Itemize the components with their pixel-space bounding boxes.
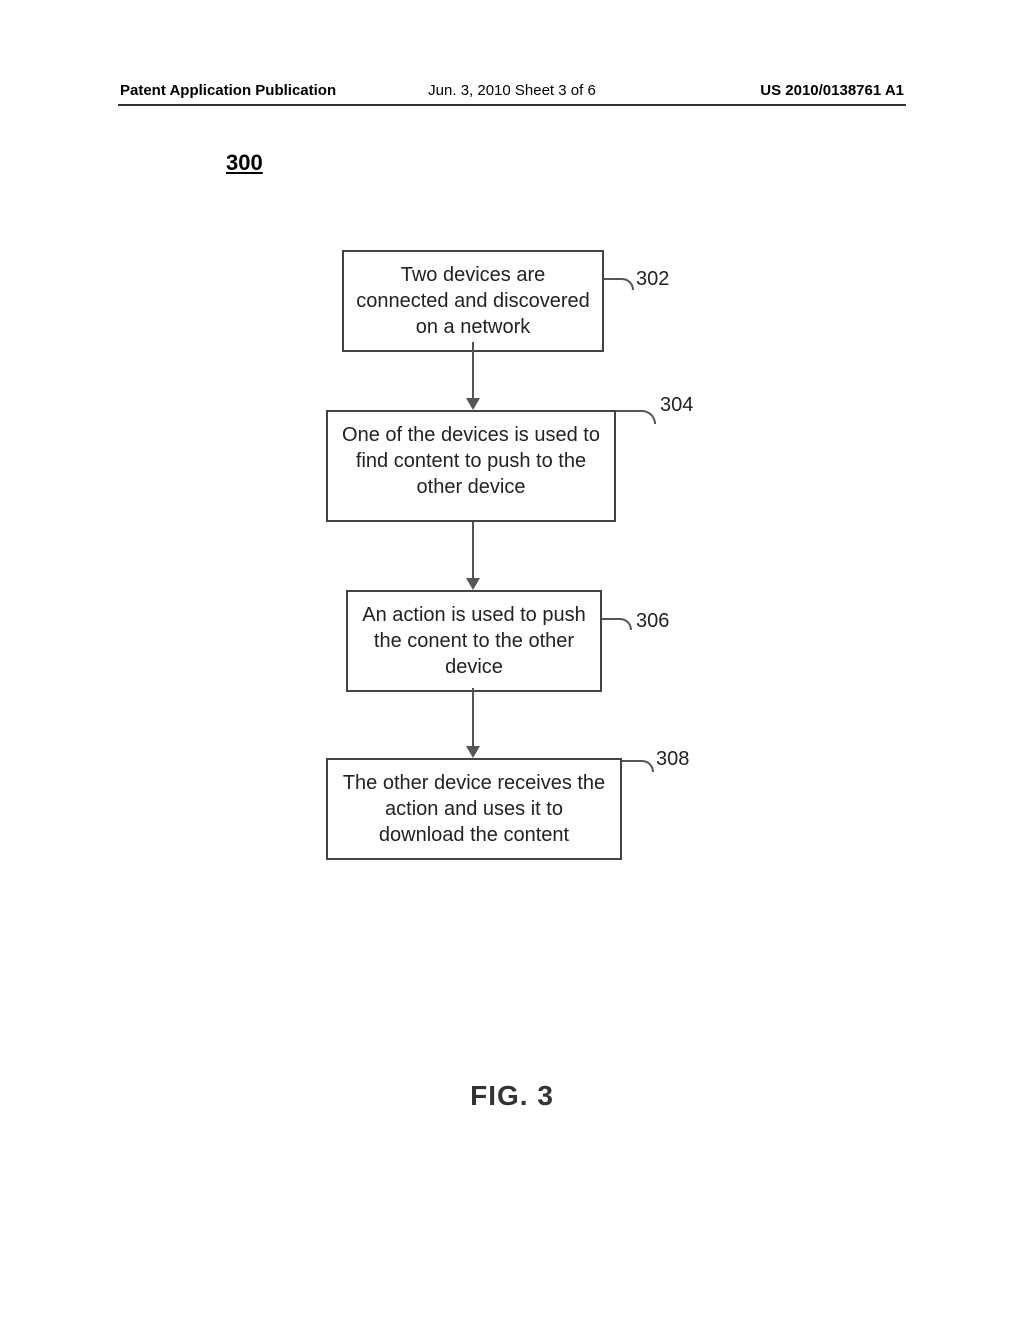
flow-node: The other device receives the action and… bbox=[326, 758, 622, 860]
arrowhead-icon bbox=[466, 398, 480, 410]
leader-line bbox=[616, 410, 656, 424]
flow-node: Two devices are connected and discovered… bbox=[342, 250, 604, 352]
flow-edge bbox=[472, 342, 474, 400]
flow-node-label: 304 bbox=[660, 394, 693, 417]
arrowhead-icon bbox=[466, 746, 480, 758]
header-right: US 2010/0138761 A1 bbox=[760, 82, 904, 99]
figure-caption: FIG. 3 bbox=[0, 1080, 1024, 1112]
leader-line bbox=[602, 618, 632, 630]
flow-node: An action is used to push the conent to … bbox=[346, 590, 602, 692]
header-rule bbox=[118, 104, 906, 106]
flow-node-label: 306 bbox=[636, 610, 669, 633]
flow-node-label: 308 bbox=[656, 748, 689, 771]
flow-node-label: 302 bbox=[636, 268, 669, 291]
patent-figure-page: Patent Application Publication Jun. 3, 2… bbox=[0, 0, 1024, 1320]
flow-edge bbox=[472, 522, 474, 580]
flow-edge bbox=[472, 688, 474, 748]
leader-line bbox=[604, 278, 634, 290]
arrowhead-icon bbox=[466, 578, 480, 590]
leader-line bbox=[622, 760, 654, 772]
figure-reference-number: 300 bbox=[226, 150, 263, 176]
flow-node: One of the devices is used to find conte… bbox=[326, 410, 616, 522]
